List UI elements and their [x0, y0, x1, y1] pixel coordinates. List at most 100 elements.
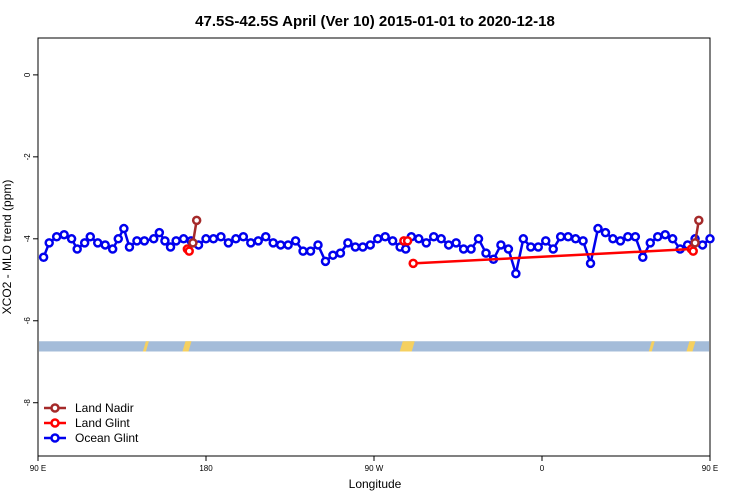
x-tick-label: 90 E: [30, 464, 46, 473]
series-line-land-glint: [413, 247, 692, 265]
data-point-ocean-glint: [335, 248, 346, 258]
data-point-ocean-glint: [608, 234, 618, 244]
data-point-ocean-glint: [540, 236, 551, 246]
data-point-ocean-glint: [615, 236, 626, 246]
coverage-band-fill: [39, 341, 709, 352]
data-point-ocean-glint: [208, 234, 219, 244]
data-point-ocean-glint: [79, 238, 90, 248]
data-point-ocean-glint: [38, 252, 49, 262]
data-point-ocean-glint: [400, 244, 411, 254]
data-point-ocean-glint: [593, 223, 603, 234]
data-point-ocean-glint: [705, 234, 715, 244]
y-tick-label: 0: [23, 72, 32, 77]
legend-label: Land Nadir: [75, 401, 134, 415]
data-point-ocean-glint: [645, 238, 656, 248]
data-point-land-glint: [688, 246, 698, 256]
data-point-ocean-glint: [51, 232, 62, 242]
data-point-ocean-glint: [481, 248, 491, 258]
data-point-land-nadir: [690, 238, 700, 248]
series-land-glint: [182, 236, 698, 269]
data-point-ocean-glint: [436, 234, 446, 244]
data-point-land-glint: [184, 246, 194, 256]
data-point-ocean-glint: [59, 229, 69, 240]
data-point-ocean-glint: [548, 244, 558, 254]
land-coverage-mark: [686, 341, 696, 352]
series-layer: [38, 215, 715, 279]
legend-swatch-marker: [50, 403, 60, 413]
data-point-land-glint: [402, 236, 413, 246]
data-point-ocean-glint: [428, 232, 439, 242]
data-point-ocean-glint: [443, 240, 454, 250]
data-point-ocean-glint: [290, 236, 301, 246]
series-land-nadir: [188, 215, 704, 248]
data-point-ocean-glint: [466, 244, 476, 254]
data-point-ocean-glint: [511, 268, 521, 279]
data-point-land-nadir: [191, 215, 202, 226]
data-point-ocean-glint: [171, 236, 181, 246]
data-point-ocean-glint: [570, 234, 581, 244]
legend-swatch-marker: [50, 418, 60, 428]
y-tick-label: -4: [23, 235, 32, 243]
data-point-ocean-glint: [343, 238, 353, 248]
data-point-ocean-glint: [380, 232, 390, 242]
data-point-ocean-glint: [139, 236, 150, 246]
data-point-ocean-glint: [585, 258, 596, 269]
land-coverage-mark: [182, 341, 192, 352]
x-tick-label: 180: [199, 464, 213, 473]
land-coverage-mark: [142, 341, 149, 352]
data-point-ocean-glint: [154, 227, 165, 238]
x-tick-label: 0: [540, 464, 545, 473]
data-point-ocean-glint: [160, 236, 170, 246]
land-coverage-mark: [648, 341, 655, 352]
data-point-ocean-glint: [623, 232, 633, 242]
data-point-ocean-glint: [414, 234, 424, 244]
data-point-ocean-glint: [223, 238, 234, 248]
data-point-ocean-glint: [268, 238, 278, 248]
legend-label: Land Glint: [75, 416, 130, 430]
data-point-ocean-glint: [638, 252, 648, 262]
land-coverage-mark: [399, 341, 415, 352]
data-point-ocean-glint: [298, 246, 308, 256]
data-point-ocean-glint: [201, 234, 211, 244]
data-point-ocean-glint: [165, 242, 176, 252]
x-tick-label: 90 W: [365, 464, 384, 473]
data-point-ocean-glint: [667, 234, 678, 244]
coverage-band: [39, 341, 709, 352]
data-point-ocean-glint: [320, 256, 331, 267]
data-point-ocean-glint: [132, 236, 142, 246]
data-point-ocean-glint: [365, 240, 376, 250]
data-point-ocean-glint: [305, 246, 316, 256]
data-point-ocean-glint: [238, 232, 249, 242]
legend-item-land-nadir: Land Nadir: [44, 401, 134, 415]
legend-label: Ocean Glint: [75, 431, 139, 445]
data-point-ocean-glint: [652, 232, 663, 242]
chart-title: 47.5S-42.5S April (Ver 10) 2015-01-01 to…: [195, 13, 555, 30]
data-point-land-nadir: [694, 215, 704, 226]
data-point-ocean-glint: [313, 240, 323, 250]
data-point-ocean-glint: [85, 232, 96, 242]
data-point-ocean-glint: [113, 234, 124, 244]
legend-item-land-glint: Land Glint: [44, 416, 130, 430]
legend-swatch-marker: [50, 433, 60, 443]
data-point-ocean-glint: [660, 229, 670, 240]
data-point-ocean-glint: [358, 242, 368, 252]
data-point-ocean-glint: [630, 232, 641, 242]
data-point-ocean-glint: [473, 234, 484, 244]
data-point-ocean-glint: [533, 242, 544, 252]
data-point-ocean-glint: [328, 250, 338, 260]
data-point-ocean-glint: [107, 244, 118, 254]
y-tick-label: -2: [23, 153, 32, 161]
data-point-ocean-glint: [124, 242, 135, 252]
data-point-ocean-glint: [275, 240, 286, 250]
data-point-ocean-glint: [518, 234, 529, 244]
data-point-land-glint: [408, 258, 418, 269]
data-point-ocean-glint: [458, 244, 469, 254]
data-point-ocean-glint: [100, 240, 110, 250]
data-point-ocean-glint: [350, 242, 361, 252]
data-point-ocean-glint: [372, 234, 383, 244]
data-point-ocean-glint: [697, 240, 708, 250]
data-point-ocean-glint: [387, 236, 398, 246]
data-point-ocean-glint: [66, 234, 77, 244]
